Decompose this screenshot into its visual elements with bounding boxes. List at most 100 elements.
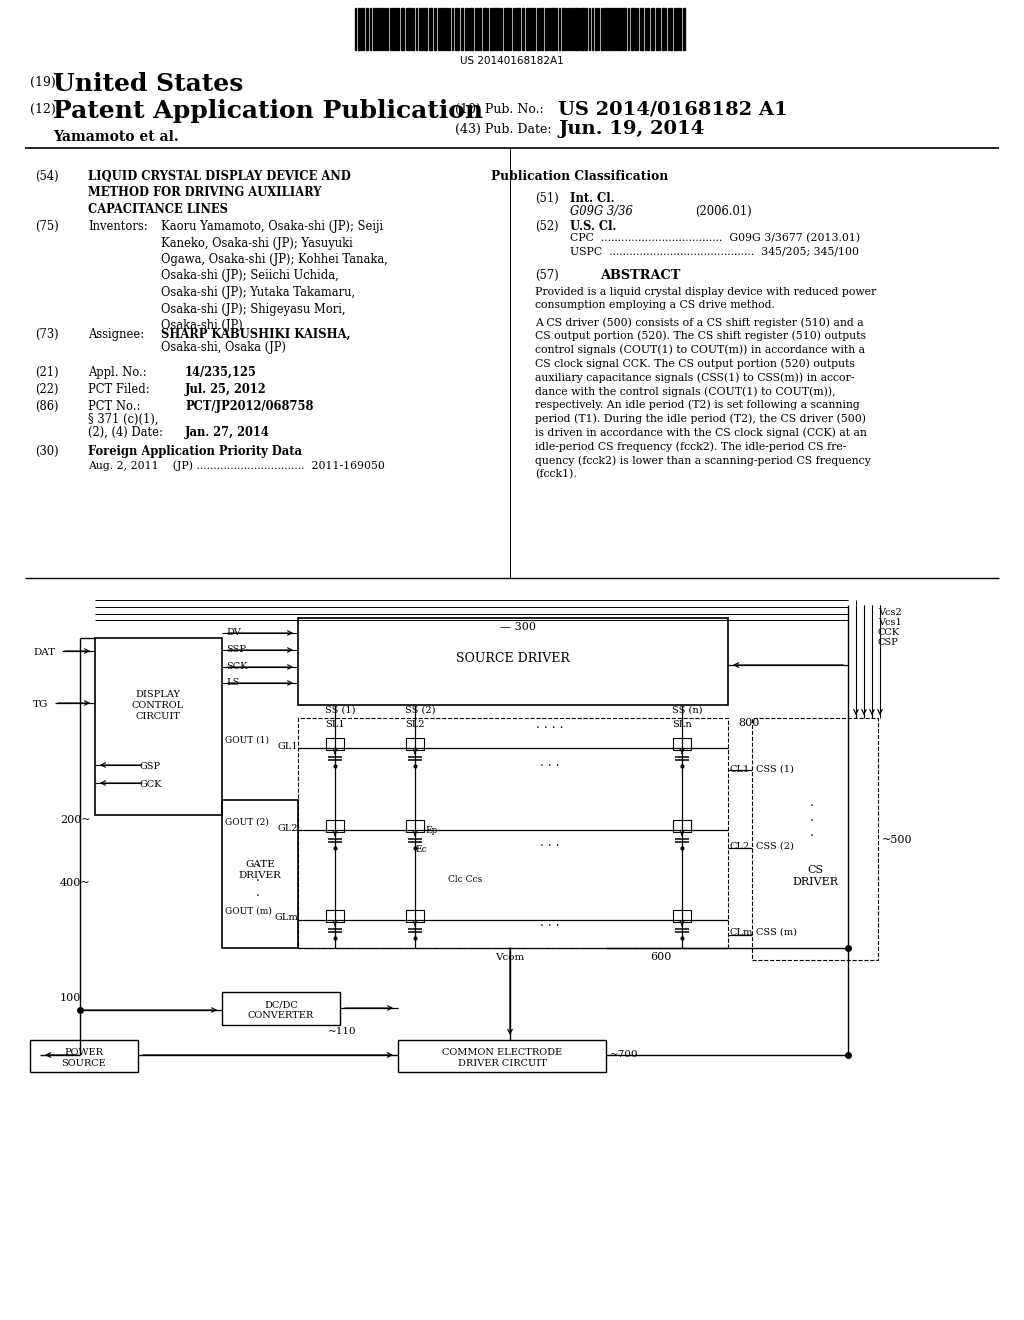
Bar <box>752 718 878 960</box>
Text: 100: 100 <box>60 993 81 1003</box>
Bar <box>465 8 467 50</box>
Bar <box>434 8 436 50</box>
Bar <box>647 8 649 50</box>
Text: · · ·: · · · <box>541 920 560 933</box>
Text: CS
DRIVER: CS DRIVER <box>792 865 838 887</box>
Text: Kaoru Yamamoto, Osaka-shi (JP); Seiji
Kaneko, Osaka-shi (JP); Yasuyuki
Ogawa, Os: Kaoru Yamamoto, Osaka-shi (JP); Seiji Ka… <box>161 220 388 333</box>
Text: GOUT (1): GOUT (1) <box>225 737 269 744</box>
Bar <box>373 8 375 50</box>
Bar <box>673 820 691 832</box>
Text: SLn: SLn <box>672 719 691 729</box>
Bar <box>674 8 676 50</box>
Bar <box>406 909 424 921</box>
Bar <box>506 8 509 50</box>
Text: Osaka-shi, Osaka (JP): Osaka-shi, Osaka (JP) <box>161 341 286 354</box>
Bar <box>222 993 340 1026</box>
Text: § 371 (c)(1),: § 371 (c)(1), <box>88 413 159 426</box>
Text: 200~: 200~ <box>60 814 91 825</box>
Bar <box>683 8 685 50</box>
Text: GSP: GSP <box>140 762 161 771</box>
Bar <box>406 820 424 832</box>
Text: (30): (30) <box>35 445 58 458</box>
Bar <box>395 8 397 50</box>
Text: U.S. Cl.: U.S. Cl. <box>570 220 616 234</box>
Bar <box>522 8 524 50</box>
Bar <box>529 8 532 50</box>
Text: (10) Pub. No.:: (10) Pub. No.: <box>455 103 544 116</box>
Text: SHARP KABUSHIKI KAISHA,: SHARP KABUSHIKI KAISHA, <box>161 327 350 341</box>
Text: Assignee:: Assignee: <box>88 327 144 341</box>
Bar <box>670 8 672 50</box>
Text: SS (n): SS (n) <box>672 706 702 715</box>
Bar <box>455 8 457 50</box>
Text: Clc Ccs: Clc Ccs <box>449 875 482 884</box>
Text: US 2014/0168182 A1: US 2014/0168182 A1 <box>558 100 787 117</box>
Bar <box>605 8 607 50</box>
Bar <box>608 8 610 50</box>
Bar <box>479 8 481 50</box>
Text: · · ·: · · · <box>541 760 560 774</box>
Text: GATE
DRIVER: GATE DRIVER <box>239 861 282 880</box>
Bar <box>677 8 679 50</box>
Text: Publication Classification: Publication Classification <box>492 170 669 183</box>
Text: Jul. 25, 2012: Jul. 25, 2012 <box>185 383 266 396</box>
Bar <box>595 8 597 50</box>
Bar <box>534 8 535 50</box>
Text: CSP: CSP <box>878 638 899 647</box>
Text: CSS (1): CSS (1) <box>756 766 794 774</box>
Text: 400~: 400~ <box>60 878 91 888</box>
Text: (51): (51) <box>535 191 559 205</box>
Bar <box>326 909 344 921</box>
Bar <box>95 638 222 814</box>
Text: CPC  ....................................  G09G 3/3677 (2013.01): CPC ....................................… <box>570 234 860 243</box>
Text: Int. Cl.: Int. Cl. <box>570 191 614 205</box>
Text: (12): (12) <box>30 103 55 116</box>
Text: Ep: Ep <box>425 826 437 836</box>
Text: Jan. 27, 2014: Jan. 27, 2014 <box>185 426 270 440</box>
Text: POWER
SOURCE: POWER SOURCE <box>61 1048 106 1068</box>
Text: SS (2): SS (2) <box>406 706 435 715</box>
Text: GLm: GLm <box>274 913 298 921</box>
Text: Patent Application Publication: Patent Application Publication <box>53 99 483 123</box>
Bar <box>611 8 613 50</box>
Text: GL1: GL1 <box>278 742 298 751</box>
Bar <box>662 8 664 50</box>
Text: PCT/JP2012/068758: PCT/JP2012/068758 <box>185 400 313 413</box>
Text: · · · ·: · · · · <box>537 722 564 735</box>
Text: Vcs1: Vcs1 <box>878 618 902 627</box>
Text: LIQUID CRYSTAL DISPLAY DEVICE AND
METHOD FOR DRIVING AUXILIARY
CAPACITANCE LINES: LIQUID CRYSTAL DISPLAY DEVICE AND METHOD… <box>88 170 351 216</box>
Text: SCK: SCK <box>226 663 248 671</box>
Bar <box>673 909 691 921</box>
Text: CL2: CL2 <box>730 842 751 851</box>
Bar <box>483 8 486 50</box>
Text: Appl. No.:: Appl. No.: <box>88 366 146 379</box>
Text: — 300: — 300 <box>500 622 536 632</box>
Text: G09G 3/36: G09G 3/36 <box>570 205 633 218</box>
Text: ·
·
·: · · · <box>256 861 260 903</box>
Text: (2), (4) Date:: (2), (4) Date: <box>88 426 163 440</box>
Bar <box>617 8 620 50</box>
Bar <box>555 8 557 50</box>
Bar <box>461 8 463 50</box>
Bar <box>640 8 643 50</box>
Text: (2006.01): (2006.01) <box>695 205 752 218</box>
Bar <box>490 8 492 50</box>
Text: PCT Filed:: PCT Filed: <box>88 383 150 396</box>
Bar <box>575 8 578 50</box>
Bar <box>541 8 543 50</box>
Text: ~700: ~700 <box>610 1049 639 1059</box>
Bar <box>382 8 384 50</box>
Text: Yamamoto et al.: Yamamoto et al. <box>53 129 179 144</box>
Text: (19): (19) <box>30 77 55 88</box>
Text: CLm: CLm <box>730 928 754 937</box>
Bar <box>326 738 344 750</box>
Text: DV: DV <box>226 628 241 638</box>
Bar <box>656 8 658 50</box>
Bar <box>634 8 636 50</box>
Bar <box>366 8 368 50</box>
Bar <box>585 8 587 50</box>
Text: (57): (57) <box>535 269 559 282</box>
Text: · · ·: · · · <box>541 840 560 853</box>
Text: SL2: SL2 <box>406 719 425 729</box>
Bar <box>493 8 495 50</box>
